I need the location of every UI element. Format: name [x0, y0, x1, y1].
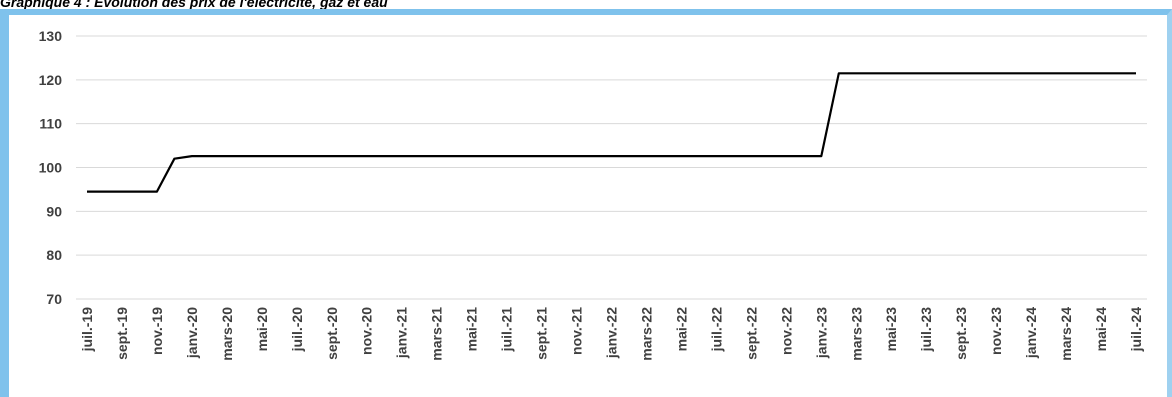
- x-axis: juil.-19 sept.-19 nov.-19 janv.-20 mars-20 ma…: [79, 307, 1144, 361]
- x-tick-label: sept.-23: [953, 307, 969, 360]
- x-tick-label: janv.-22: [604, 307, 620, 359]
- y-tick-label: 100: [39, 160, 63, 176]
- y-tick-label: 120: [39, 72, 63, 88]
- line-chart: 70 80 90 100 110 120 130 juil.-19 sept.-19 nov.-…: [39, 28, 1147, 361]
- x-tick-label: mai-20: [254, 307, 270, 352]
- x-tick-label: juil.-24: [1128, 307, 1144, 353]
- x-tick-label: mars-22: [638, 307, 654, 361]
- x-tick-label: sept.-19: [114, 307, 130, 360]
- x-tick-label: sept.-21: [534, 307, 550, 360]
- gridlines: [76, 35, 1147, 300]
- x-tick-label: mars-24: [1058, 307, 1074, 361]
- series-line-0: [87, 72, 1136, 193]
- y-tick-label: 90: [46, 203, 62, 219]
- chart-frame: 70 80 90 100 110 120 130 juil.-19 sept.-19 nov.-…: [0, 9, 1172, 397]
- y-tick-label: 110: [39, 116, 62, 132]
- y-tick-label: 80: [46, 247, 62, 263]
- x-tick-label: mars-23: [848, 307, 864, 361]
- x-tick-label: janv.-24: [1023, 307, 1039, 359]
- x-tick-label: nov.-21: [569, 307, 585, 355]
- x-tick-label: mars-20: [219, 307, 235, 361]
- x-tick-label: sept.-20: [324, 307, 340, 360]
- x-tick-label: mai-23: [883, 307, 899, 352]
- chart-title: Graphique 4 : Évolution des prix de l'él…: [0, 0, 388, 10]
- x-tick-label: nov.-22: [778, 307, 794, 355]
- y-tick-label: 70: [46, 291, 62, 307]
- x-tick-label: sept.-22: [743, 307, 759, 360]
- x-tick-label: nov.-20: [359, 307, 375, 355]
- x-tick-label: juil.-21: [499, 307, 515, 353]
- x-tick-label: janv.-23: [813, 307, 829, 359]
- x-tick-label: nov.-23: [988, 307, 1004, 355]
- x-tick-label: mai-24: [1093, 307, 1109, 352]
- x-tick-label: mai-22: [673, 307, 689, 352]
- x-tick-label: mars-21: [429, 307, 445, 361]
- x-tick-label: janv.-21: [394, 307, 410, 359]
- x-tick-label: mai-21: [464, 307, 480, 352]
- x-tick-label: janv.-20: [184, 307, 200, 359]
- series-layer: [87, 72, 1136, 193]
- y-axis: 70 80 90 100 110 120 130: [39, 28, 63, 307]
- x-tick-label: juil.-20: [289, 307, 305, 353]
- x-tick-label: juil.-22: [708, 307, 724, 353]
- x-tick-label: juil.-23: [918, 307, 934, 353]
- y-tick-label: 130: [39, 28, 63, 44]
- x-tick-label: nov.-19: [149, 307, 165, 355]
- x-tick-label: juil.-19: [79, 307, 95, 353]
